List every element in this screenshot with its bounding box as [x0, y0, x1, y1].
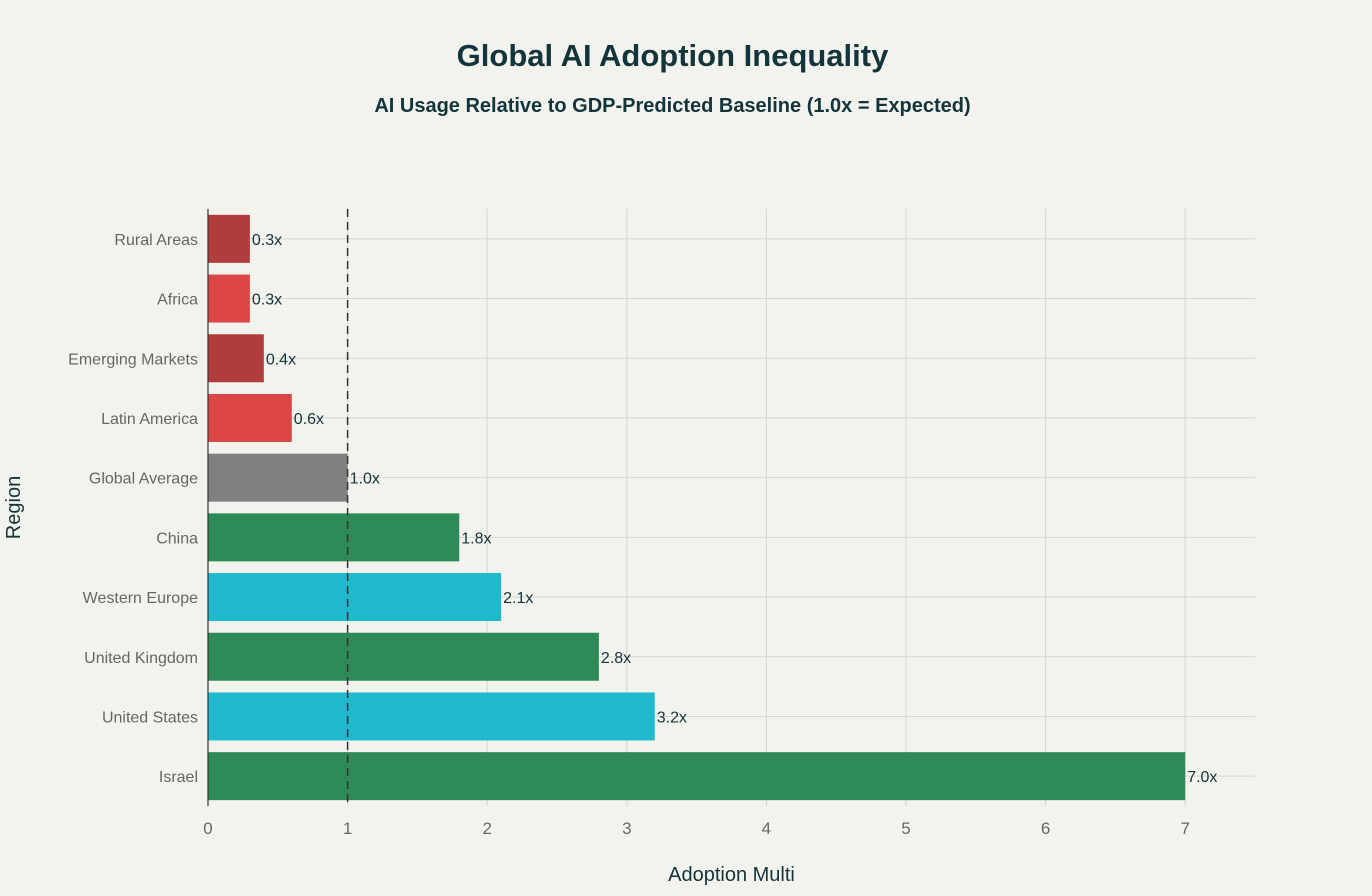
- y-tick-label: Western Europe: [83, 590, 198, 607]
- data-label: 1.0x: [350, 471, 380, 488]
- data-label: 0.3x: [252, 292, 282, 309]
- bar: [208, 513, 460, 562]
- y-tick-label: Global Average: [89, 471, 198, 488]
- chart-title: Global AI Adoption Inequality: [456, 38, 889, 73]
- bar: [208, 274, 250, 323]
- x-tick-label: 3: [622, 819, 631, 838]
- x-tick-label: 7: [1180, 819, 1189, 838]
- x-tick-label: 2: [482, 819, 491, 838]
- bar: [208, 692, 655, 741]
- y-tick-label: United Kingdom: [84, 650, 198, 667]
- x-tick-label: 4: [762, 819, 771, 838]
- data-label: 7.0x: [1187, 769, 1217, 786]
- y-tick-label: Israel: [159, 769, 198, 786]
- bar: [208, 393, 292, 442]
- bar: [208, 752, 1186, 801]
- data-label: 2.8x: [601, 650, 631, 667]
- y-axis-title: Region: [3, 476, 25, 539]
- data-label: 3.2x: [657, 709, 687, 726]
- y-tick-label: Emerging Markets: [68, 351, 198, 368]
- data-label: 2.1x: [503, 590, 533, 607]
- data-label: 0.6x: [294, 411, 324, 428]
- x-axis-title: Adoption Multi: [668, 864, 795, 886]
- x-tick-label: 0: [203, 819, 212, 838]
- bar: [208, 632, 599, 681]
- y-tick-label: Rural Areas: [114, 232, 198, 249]
- bar: [208, 453, 348, 502]
- bar: [208, 214, 250, 263]
- data-label: 0.4x: [266, 351, 296, 368]
- y-tick-label: United States: [102, 709, 198, 726]
- y-tick-label: Africa: [157, 292, 198, 309]
- data-label: 0.3x: [252, 232, 282, 249]
- x-tick-label: 5: [901, 819, 910, 838]
- bar: [208, 573, 502, 622]
- x-tick-label: 1: [343, 819, 352, 838]
- chart-subtitle: AI Usage Relative to GDP-Predicted Basel…: [374, 95, 971, 117]
- y-tick-label: China: [156, 530, 198, 547]
- data-label: 1.8x: [461, 530, 491, 547]
- y-tick-label: Latin America: [101, 411, 198, 428]
- bar: [208, 334, 264, 383]
- x-tick-label: 6: [1041, 819, 1050, 838]
